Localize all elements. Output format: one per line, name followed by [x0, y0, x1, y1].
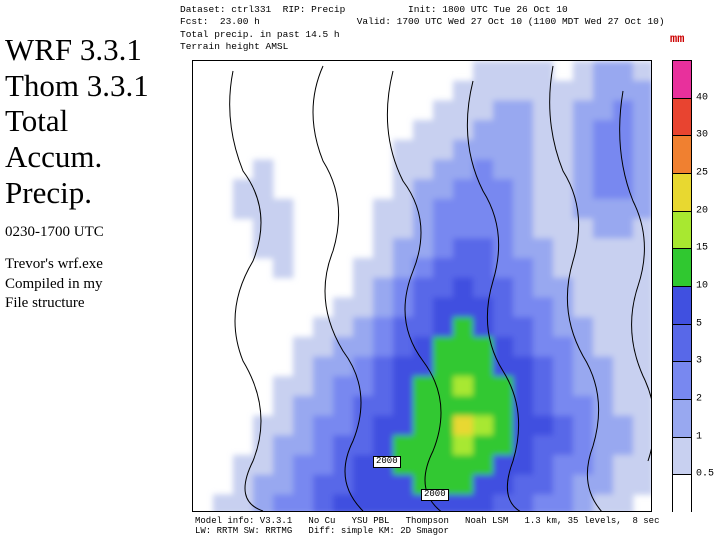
plot-header-meta: Dataset: ctrl331 RIP: Precip Init: 1800 … — [180, 4, 665, 53]
map-svg — [193, 61, 652, 512]
left-text-panel: WRF 3.3.1Thom 3.3.1TotalAccum.Precip. 02… — [5, 32, 190, 314]
plot-footer-meta: Model info: V3.3.1 No Cu YSU PBL Thompso… — [195, 516, 659, 536]
terrain-contour-label: 2000 — [421, 489, 449, 501]
notes: Trevor's wrf.exeCompiled in myFile struc… — [5, 255, 190, 314]
precip-map-plot: 2000 2000 — [192, 60, 652, 512]
slide-title: WRF 3.3.1Thom 3.3.1TotalAccum.Precip. — [5, 32, 190, 210]
colorbar-unit-label: mm — [670, 32, 684, 46]
colorbar: 40302520151053210.5 — [672, 60, 692, 512]
terrain-contour-label: 2000 — [373, 456, 401, 468]
time-range: 0230-1700 UTC — [5, 224, 190, 241]
